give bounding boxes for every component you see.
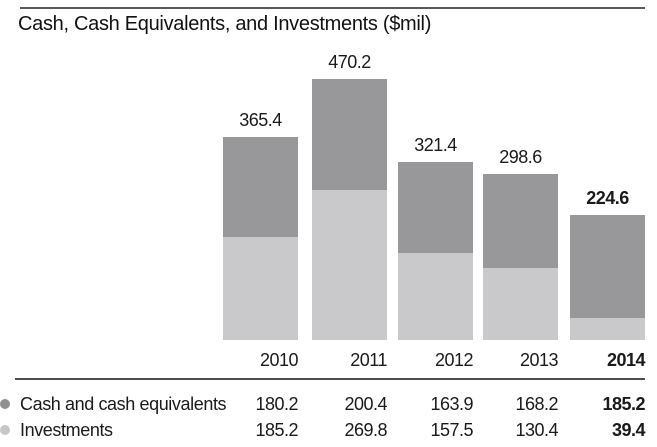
year-label: 2010 bbox=[259, 350, 299, 370]
value-cell: 157.5 bbox=[430, 420, 473, 440]
table-separator-line bbox=[15, 378, 645, 380]
value-cell: 269.8 bbox=[344, 420, 387, 440]
value-cell: 168.2 bbox=[515, 394, 558, 414]
value-cell: 180.2 bbox=[255, 394, 298, 414]
top-rule bbox=[20, 7, 645, 9]
year-label: 2013 bbox=[519, 350, 559, 370]
value-cell: 185.2 bbox=[255, 420, 298, 440]
value-cell: 130.4 bbox=[515, 420, 558, 440]
year-label: 2012 bbox=[434, 350, 474, 370]
series-label: Cash and cash equivalents bbox=[20, 394, 227, 414]
value-cell: 39.4 bbox=[611, 420, 646, 440]
bar-total-label: 470.2 bbox=[328, 52, 371, 72]
year-label: 2014 bbox=[606, 350, 646, 370]
bar-segment-investments bbox=[312, 190, 387, 340]
bar-total-label: 224.6 bbox=[586, 188, 629, 209]
bar-total-label: 298.6 bbox=[499, 147, 542, 168]
bar-segment-cash bbox=[223, 137, 298, 238]
bar-segment-investments bbox=[398, 252, 473, 340]
bar-segment-cash bbox=[483, 174, 558, 268]
series-bullet-icon bbox=[0, 399, 10, 409]
value-cell: 185.2 bbox=[602, 394, 645, 414]
bar-segment-investments bbox=[570, 318, 645, 340]
value-cell: 200.4 bbox=[344, 394, 387, 414]
bar-total-label: 365.4 bbox=[239, 110, 282, 131]
chart-title: Cash, Cash Equivalents, and Investments … bbox=[18, 13, 432, 35]
bar-segment-investments bbox=[483, 267, 558, 340]
bar-segment-cash bbox=[312, 79, 387, 191]
series-label: Investments bbox=[20, 420, 113, 440]
value-cell: 163.9 bbox=[430, 394, 473, 414]
bar-segment-cash bbox=[398, 161, 473, 253]
bar-total-label: 321.4 bbox=[414, 134, 457, 155]
series-bullet-icon bbox=[0, 425, 10, 435]
bar-segment-investments bbox=[223, 237, 298, 340]
bar-segment-cash bbox=[570, 215, 645, 319]
year-label: 2011 bbox=[350, 350, 387, 370]
